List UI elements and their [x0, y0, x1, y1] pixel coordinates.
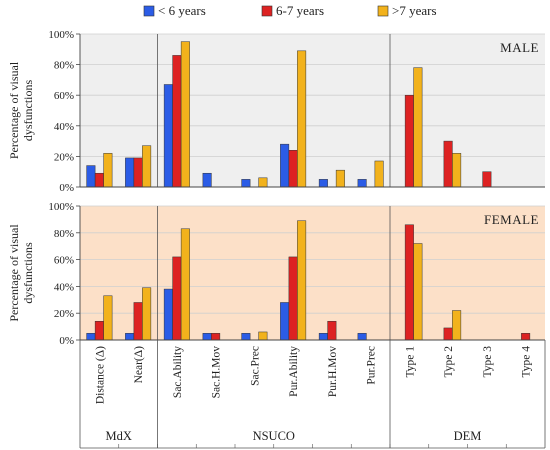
y-axis-label-1: Percentage of visualdysfunctions [7, 224, 35, 322]
y-tick-label: 20% [54, 151, 74, 163]
bar-male-s1-c8 [404, 94, 414, 188]
legend-label-0: < 6 years [158, 3, 206, 18]
panel-label-1: FEMALE [484, 212, 539, 227]
group-label-0: MdX [106, 429, 132, 443]
legend-swatch-1 [261, 5, 273, 17]
bar-male-s2-c7 [374, 160, 384, 188]
category-label-8: Type 1 [404, 346, 416, 378]
bar-female-s2-c2 [180, 228, 190, 341]
bar-female-s2-c9 [452, 310, 462, 341]
panel-label-0: MALE [500, 40, 539, 55]
bar-male-s1-c10 [482, 171, 492, 188]
bar-female-s0-c6 [318, 333, 328, 341]
legend-label-1: 6-7 years [276, 3, 324, 18]
bar-female-s1-c2 [172, 256, 182, 341]
bar-female-s1-c5 [288, 256, 298, 341]
category-label-4: Sac.Prec [249, 346, 261, 386]
legend-swatch-2 [377, 5, 389, 17]
bar-female-s1-c9 [443, 327, 453, 341]
category-label-0: Distance (Δ) [94, 346, 106, 404]
y-axis-label-line: Percentage of visual [7, 224, 21, 322]
bar-male-s1-c5 [288, 150, 298, 188]
bar-female-s1-c0 [94, 320, 104, 341]
bar-male-s0-c1 [125, 157, 135, 188]
bar-male-s1-c0 [94, 172, 104, 188]
bar-female-s2-c1 [142, 287, 152, 341]
bar-male-s0-c0 [86, 165, 96, 188]
bar-male-s2-c6 [335, 169, 345, 188]
category-label-2: Sac.Ability [172, 346, 184, 398]
bar-male-s2-c9 [452, 153, 462, 188]
bar-male-s1-c9 [443, 140, 453, 188]
category-label-5: Pur.Ability [288, 346, 300, 397]
y-tick-label: 80% [54, 60, 74, 72]
bar-male-s0-c6 [318, 179, 328, 188]
y-tick-label: 80% [54, 228, 74, 240]
y-tick-label: 60% [54, 255, 74, 267]
category-label-1: Near(Δ) [133, 346, 145, 384]
bar-female-s1-c1 [133, 302, 143, 341]
y-axis-label-0: Percentage of visualdysfunctions [7, 61, 35, 159]
y-axis-label-line: dysfunctions [21, 242, 35, 304]
bar-male-s0-c4 [241, 179, 251, 188]
bar-female-s2-c8 [413, 243, 423, 341]
bar-female-s1-c8 [404, 224, 414, 341]
bar-female-s0-c3 [202, 333, 212, 341]
bar-male-s0-c7 [357, 179, 367, 188]
category-label-3: Sac.H.Mov [211, 346, 223, 399]
bar-male-s2-c0 [103, 153, 113, 188]
bar-female-s2-c0 [103, 295, 113, 341]
y-tick-label: 0% [59, 182, 74, 194]
y-tick-label: 40% [54, 281, 74, 293]
y-tick-label: 20% [54, 308, 74, 320]
bar-female-s0-c4 [241, 333, 251, 341]
bar-female-s1-c6 [327, 320, 337, 341]
bar-male-s2-c4 [258, 177, 268, 188]
bar-female-s1-c11 [521, 333, 531, 341]
bar-female-s0-c2 [163, 288, 173, 341]
category-label-9: Type 2 [443, 346, 455, 378]
y-tick-label: 100% [48, 201, 74, 213]
y-tick-label: 40% [54, 121, 74, 133]
legend-label-2: >7 years [392, 3, 437, 18]
category-label-11: Type 4 [521, 346, 533, 378]
bar-male-s2-c5 [297, 50, 307, 188]
y-tick-label: 0% [59, 335, 74, 347]
bar-male-s1-c1 [133, 157, 143, 188]
y-tick-label: 60% [54, 90, 74, 102]
bar-female-s2-c4 [258, 331, 268, 341]
bar-female-s0-c5 [280, 302, 290, 341]
bar-female-s1-c3 [211, 333, 221, 341]
group-label-1: NSUCO [253, 429, 295, 443]
bar-male-s0-c3 [202, 172, 212, 188]
y-axis-label-line: dysfunctions [21, 80, 35, 142]
bar-male-s1-c2 [172, 55, 182, 188]
legend-swatch-0 [143, 5, 155, 17]
bar-male-s0-c5 [280, 143, 290, 188]
category-label-10: Type 3 [482, 346, 494, 378]
bar-female-s2-c5 [297, 220, 307, 341]
bar-female-s0-c7 [357, 333, 367, 341]
y-tick-label: 100% [48, 29, 74, 41]
bar-male-s2-c2 [180, 41, 190, 188]
bar-female-s0-c0 [86, 333, 96, 341]
bar-male-s2-c1 [142, 145, 152, 188]
category-label-7: Pur.Prec [366, 346, 378, 385]
bar-male-s0-c2 [163, 84, 173, 188]
bar-male-s2-c8 [413, 67, 423, 188]
category-label-6: Pur.H.Mov [327, 346, 339, 397]
group-label-2: DEM [454, 429, 482, 443]
y-axis-label-line: Percentage of visual [7, 61, 21, 159]
bar-female-s0-c1 [125, 333, 135, 341]
